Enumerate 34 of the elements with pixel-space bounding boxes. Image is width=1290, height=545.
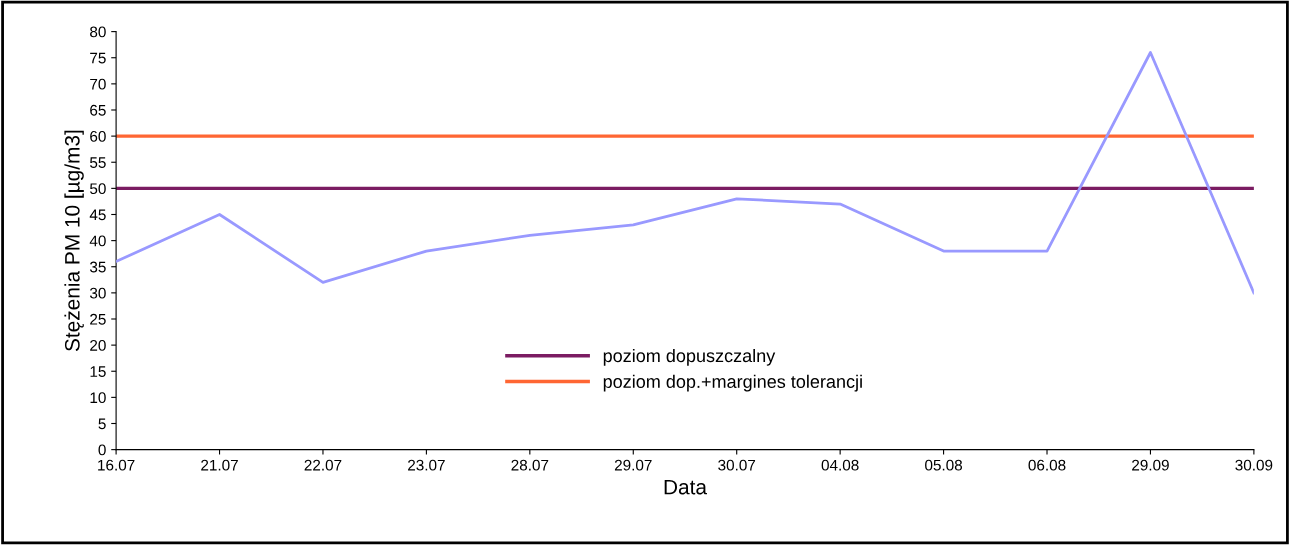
- y-tick-label: 70: [90, 78, 106, 90]
- y-tick-label: 25: [90, 313, 106, 325]
- x-tick-label: 06.08: [1028, 459, 1066, 471]
- y-tick-label: 40: [89, 235, 106, 247]
- y-tick-label: 80: [90, 26, 106, 38]
- x-axis-title: Data: [664, 479, 707, 495]
- y-tick-label: 10: [90, 392, 106, 404]
- y-tick-label: 35: [89, 261, 106, 273]
- x-tick-label: 30.09: [1235, 459, 1273, 471]
- y-axis-title: Stężenia PM 10 [µg/m3]: [64, 130, 84, 352]
- x-tick-label: 21.07: [201, 459, 238, 471]
- x-tick-label: 22.07: [304, 459, 342, 471]
- y-tick-label: 60: [90, 130, 106, 142]
- x-tick-label: 16.07: [98, 459, 135, 471]
- legend-label: poziom dopuszczalny: [603, 348, 776, 366]
- y-tick-label: 45: [89, 209, 106, 221]
- x-tick-label: 23.07: [408, 459, 445, 471]
- y-tick-label: 15: [90, 366, 106, 377]
- x-tick-label: 30.07: [718, 459, 756, 471]
- x-tick-label: 04.08: [821, 459, 859, 471]
- y-tick-label: 65: [90, 104, 106, 116]
- line-series: [116, 51, 1254, 295]
- x-tick-label: 29.07: [614, 459, 652, 471]
- y-tick-label: 55: [90, 157, 106, 168]
- y-tick-label: 30: [89, 287, 106, 299]
- x-tick-label: 29.09: [1132, 459, 1169, 471]
- x-tick-label: 28.07: [511, 459, 549, 471]
- y-tick-label: 50: [90, 183, 106, 195]
- y-tick-label: 0: [98, 444, 106, 456]
- y-tick-label: 20: [90, 339, 106, 351]
- y-tick-label: 75: [90, 52, 106, 64]
- y-tick-label: 5: [98, 418, 106, 430]
- x-tick-label: 05.08: [925, 459, 963, 471]
- legend-label: poziom dop.+margines tolerancji: [603, 374, 862, 392]
